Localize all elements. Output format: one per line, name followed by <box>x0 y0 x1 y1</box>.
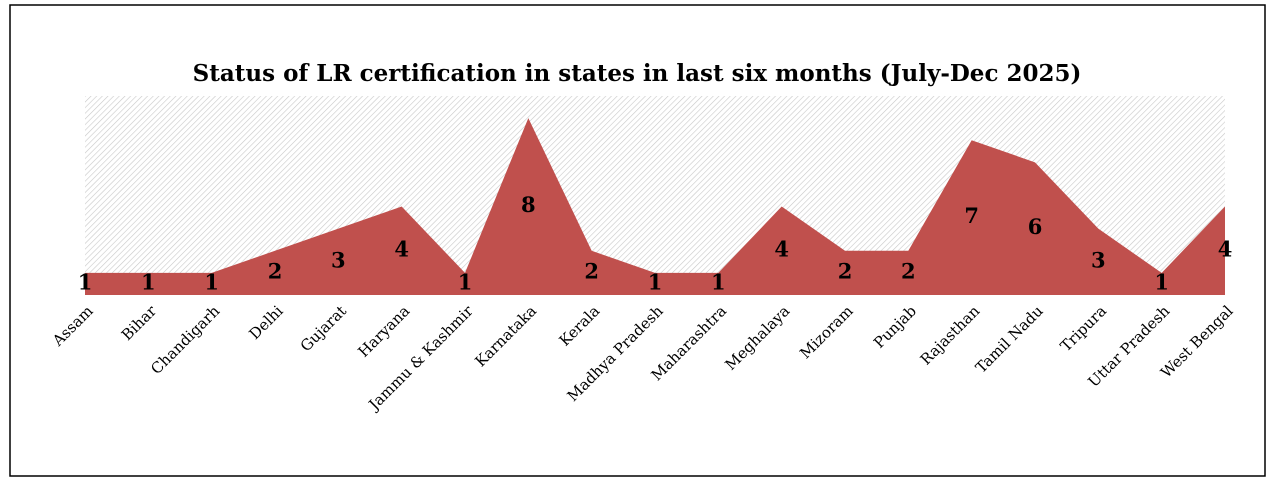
value-label: 4 <box>774 236 789 261</box>
value-label: 4 <box>394 236 409 261</box>
value-label: 1 <box>648 269 663 294</box>
chart-title: Status of LR certification in states in … <box>193 60 1082 87</box>
value-label: 3 <box>1091 247 1106 272</box>
value-label: 2 <box>268 258 283 283</box>
value-label: 2 <box>901 258 916 283</box>
value-label: 4 <box>1218 236 1233 261</box>
value-label: 3 <box>331 247 346 272</box>
value-label: 1 <box>78 269 93 294</box>
area <box>85 118 1225 295</box>
value-label: 7 <box>964 203 979 228</box>
value-label: 8 <box>521 192 536 217</box>
value-label: 2 <box>838 258 853 283</box>
value-label: 1 <box>141 269 156 294</box>
value-label: 1 <box>711 269 726 294</box>
value-label: 6 <box>1028 214 1043 239</box>
value-label: 1 <box>458 269 473 294</box>
value-label: 1 <box>204 269 219 294</box>
value-label: 1 <box>1154 269 1169 294</box>
value-label: 2 <box>584 258 599 283</box>
